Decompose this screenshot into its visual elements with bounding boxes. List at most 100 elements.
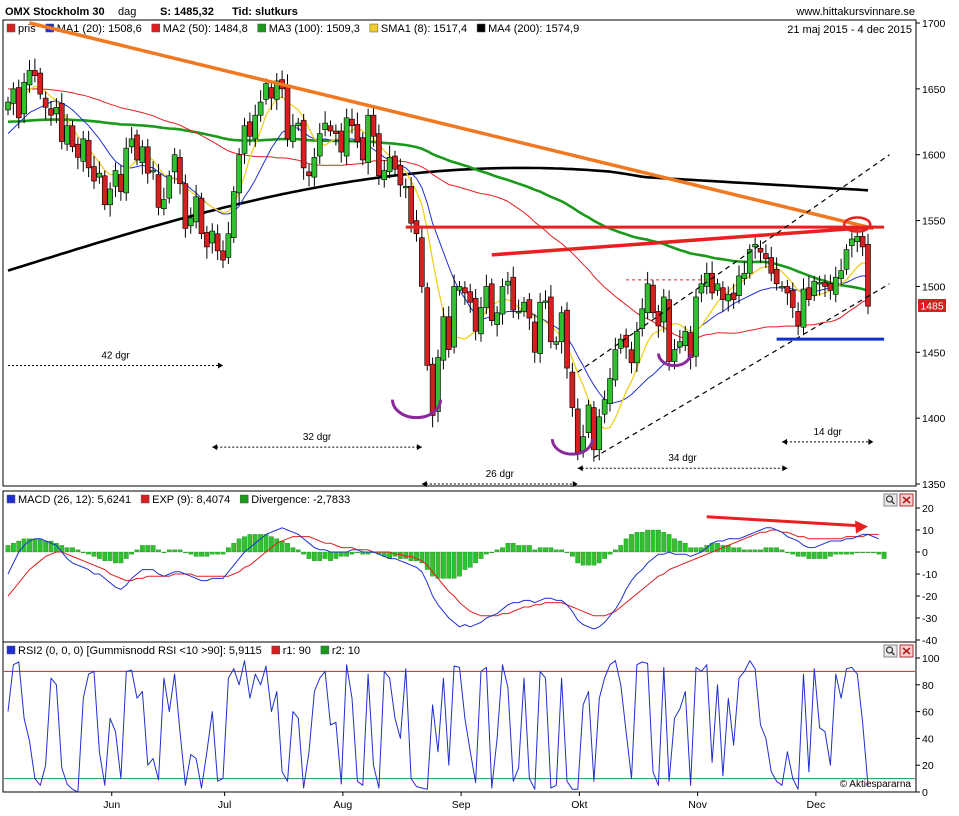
price-candle <box>720 287 726 300</box>
price-candle <box>488 283 495 321</box>
resistance-trendline-orange <box>29 21 874 231</box>
price-candle <box>596 416 603 451</box>
divergence-bar <box>623 538 629 553</box>
divergence-bar <box>774 547 779 553</box>
price-axis-label: 1600 <box>922 150 946 162</box>
price-candle <box>591 407 597 451</box>
price-candle <box>424 287 431 366</box>
macd-line <box>7 527 879 630</box>
divergence-bar <box>317 551 323 561</box>
price-candle <box>693 296 699 357</box>
bottom-arc-2 <box>550 439 594 456</box>
rsi-axis-label: 60 <box>922 707 934 719</box>
divergence-bar <box>844 551 849 555</box>
divergence-bar <box>80 551 86 553</box>
price-panel-frame <box>2 19 917 487</box>
price-candle <box>333 130 339 134</box>
price-candle <box>123 147 130 194</box>
divergence-bar <box>209 551 215 555</box>
price-candle <box>553 341 560 345</box>
ma50-line <box>7 88 869 341</box>
price-candle <box>811 280 818 296</box>
rsi-axis-label: 0 <box>922 787 928 799</box>
price-candle <box>531 321 538 353</box>
divergence-bar <box>548 547 554 553</box>
price-axis-label: 1350 <box>922 479 946 491</box>
divergence-bar <box>484 551 489 555</box>
divergence-bar <box>494 549 500 553</box>
divergence-bar <box>338 551 344 557</box>
legend-label: Divergence: -2,7833 <box>251 494 350 506</box>
divergence-bar <box>236 538 242 553</box>
rsi-zoom-button[interactable] <box>883 644 898 658</box>
divergence-bar <box>666 534 672 553</box>
divergence-bar <box>752 549 758 553</box>
rsi-legend: RSI2 (0, 0, 0) [Gummisnodd RSI <10 >90]:… <box>6 645 360 657</box>
month-label: Aug <box>334 799 353 811</box>
divergence-bar <box>715 543 720 553</box>
divergence-bar <box>333 551 339 559</box>
legend-swatch <box>151 23 160 33</box>
divergence-bar <box>478 551 484 559</box>
legend-label: RSI2 (0, 0, 0) [Gummisnodd RSI <10 >90]:… <box>18 645 262 657</box>
price-candle <box>832 276 839 295</box>
price-candle <box>381 170 388 181</box>
divergence-bar <box>650 529 656 553</box>
price-candle <box>521 301 527 312</box>
divergence-bar <box>183 551 188 553</box>
price-legend-bar <box>4 21 915 36</box>
divergence-bar <box>247 534 253 553</box>
price-candle <box>746 249 753 274</box>
divergence-bar <box>75 549 81 553</box>
price-candle <box>859 236 866 248</box>
divergence-bar <box>161 551 167 553</box>
last-price-badge-text: 1485 <box>920 301 944 313</box>
distance-label: 14 dgr <box>814 427 843 438</box>
legend-label: r2: 10 <box>332 645 360 657</box>
divergence-bar <box>645 529 650 553</box>
divergence-bar <box>682 543 688 553</box>
price-candle <box>354 124 361 142</box>
legend-swatch <box>271 645 281 655</box>
macd-axis-label: 20 <box>922 503 934 515</box>
price-candle <box>854 236 861 242</box>
bottom-arc-1 <box>391 399 442 420</box>
price-candle <box>338 130 345 153</box>
price-candle <box>472 297 479 332</box>
macd-close-button[interactable] <box>899 493 914 507</box>
price-axis-label: 1400 <box>922 413 946 425</box>
rsi-line <box>7 660 869 793</box>
price-candle <box>601 399 608 415</box>
divergence-bar <box>215 551 220 555</box>
month-label: Okt <box>571 799 587 811</box>
price-candle <box>101 175 108 206</box>
rsi-axis-label: 20 <box>922 760 934 772</box>
price-candle <box>526 299 533 319</box>
divergence-bar <box>430 551 435 577</box>
divergence-bar <box>322 551 328 559</box>
rsi-axis-label: 100 <box>922 653 940 665</box>
close-icon <box>902 496 911 504</box>
distance-arrowhead <box>572 481 578 487</box>
channel-lower-dashed <box>593 283 890 459</box>
price-candle <box>435 357 441 412</box>
legend-swatch <box>476 23 486 33</box>
price-candle <box>741 272 748 279</box>
price-candle <box>628 349 635 364</box>
divergence-bar <box>758 549 763 553</box>
divergence-bar <box>747 549 753 553</box>
price-candle <box>290 125 296 142</box>
divergence-bar <box>37 538 43 553</box>
price-candle <box>187 217 194 227</box>
macd-zoom-button[interactable] <box>883 493 898 507</box>
divergence-bar <box>269 536 274 553</box>
price-candle <box>499 286 506 315</box>
price-candle <box>763 253 769 260</box>
macd-legend: MACD (26, 12): 5,6241 EXP (9): 8,4074 Dive… <box>6 494 350 506</box>
divergence-bar <box>140 545 145 553</box>
rsi-close-button[interactable] <box>899 644 914 658</box>
price-candle <box>612 349 619 381</box>
